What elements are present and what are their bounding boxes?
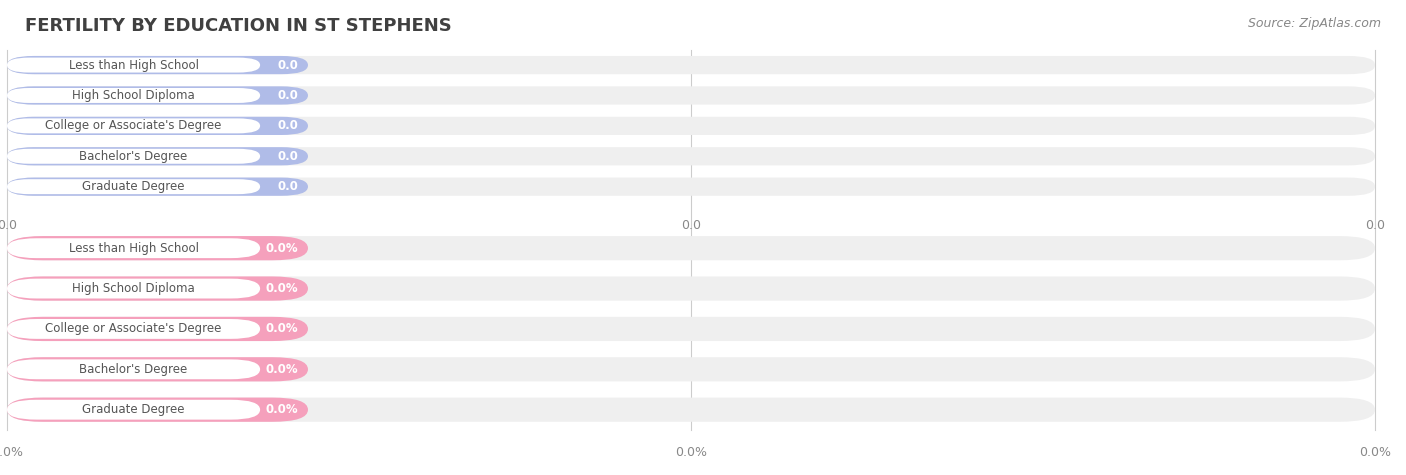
FancyBboxPatch shape bbox=[7, 357, 308, 381]
FancyBboxPatch shape bbox=[7, 86, 308, 104]
FancyBboxPatch shape bbox=[7, 360, 260, 379]
FancyBboxPatch shape bbox=[7, 57, 260, 73]
FancyBboxPatch shape bbox=[7, 117, 308, 135]
Text: 0.0: 0.0 bbox=[1365, 218, 1385, 231]
Text: Bachelor's Degree: Bachelor's Degree bbox=[80, 363, 187, 376]
FancyBboxPatch shape bbox=[7, 398, 1375, 422]
Text: 0.0: 0.0 bbox=[277, 119, 298, 133]
FancyBboxPatch shape bbox=[7, 147, 1375, 165]
FancyBboxPatch shape bbox=[7, 317, 308, 341]
Text: College or Associate's Degree: College or Associate's Degree bbox=[45, 119, 222, 133]
Text: Source: ZipAtlas.com: Source: ZipAtlas.com bbox=[1247, 17, 1381, 29]
FancyBboxPatch shape bbox=[7, 276, 308, 301]
FancyBboxPatch shape bbox=[7, 178, 1375, 196]
Text: 0.0: 0.0 bbox=[681, 218, 702, 231]
Text: 0.0: 0.0 bbox=[0, 218, 17, 231]
FancyBboxPatch shape bbox=[7, 236, 1375, 260]
FancyBboxPatch shape bbox=[7, 86, 1375, 104]
FancyBboxPatch shape bbox=[7, 276, 1375, 301]
FancyBboxPatch shape bbox=[7, 179, 260, 194]
FancyBboxPatch shape bbox=[7, 319, 260, 339]
Text: 0.0: 0.0 bbox=[277, 58, 298, 72]
FancyBboxPatch shape bbox=[7, 357, 1375, 381]
Text: 0.0%: 0.0% bbox=[675, 446, 707, 459]
FancyBboxPatch shape bbox=[7, 238, 260, 258]
Text: 0.0: 0.0 bbox=[277, 150, 298, 163]
FancyBboxPatch shape bbox=[7, 88, 260, 103]
Text: Less than High School: Less than High School bbox=[69, 242, 198, 255]
FancyBboxPatch shape bbox=[7, 147, 308, 165]
Text: High School Diploma: High School Diploma bbox=[72, 282, 195, 295]
FancyBboxPatch shape bbox=[7, 149, 260, 164]
FancyBboxPatch shape bbox=[7, 56, 1375, 74]
Text: 0.0%: 0.0% bbox=[266, 282, 298, 295]
FancyBboxPatch shape bbox=[7, 118, 260, 133]
Text: 0.0: 0.0 bbox=[277, 89, 298, 102]
Text: 0.0%: 0.0% bbox=[266, 403, 298, 416]
Text: 0.0%: 0.0% bbox=[0, 446, 22, 459]
FancyBboxPatch shape bbox=[7, 400, 260, 419]
Text: 0.0%: 0.0% bbox=[266, 323, 298, 335]
Text: FERTILITY BY EDUCATION IN ST STEPHENS: FERTILITY BY EDUCATION IN ST STEPHENS bbox=[25, 17, 453, 35]
Text: College or Associate's Degree: College or Associate's Degree bbox=[45, 323, 222, 335]
FancyBboxPatch shape bbox=[7, 279, 260, 298]
Text: Less than High School: Less than High School bbox=[69, 58, 198, 72]
Text: 0.0: 0.0 bbox=[277, 180, 298, 193]
Text: Graduate Degree: Graduate Degree bbox=[83, 180, 184, 193]
FancyBboxPatch shape bbox=[7, 317, 1375, 341]
Text: Graduate Degree: Graduate Degree bbox=[83, 403, 184, 416]
Text: 0.0%: 0.0% bbox=[266, 242, 298, 255]
Text: High School Diploma: High School Diploma bbox=[72, 89, 195, 102]
FancyBboxPatch shape bbox=[7, 398, 308, 422]
Text: 0.0%: 0.0% bbox=[266, 363, 298, 376]
FancyBboxPatch shape bbox=[7, 236, 308, 260]
FancyBboxPatch shape bbox=[7, 56, 308, 74]
Text: 0.0%: 0.0% bbox=[1360, 446, 1391, 459]
FancyBboxPatch shape bbox=[7, 117, 1375, 135]
FancyBboxPatch shape bbox=[7, 178, 308, 196]
Text: Bachelor's Degree: Bachelor's Degree bbox=[80, 150, 187, 163]
